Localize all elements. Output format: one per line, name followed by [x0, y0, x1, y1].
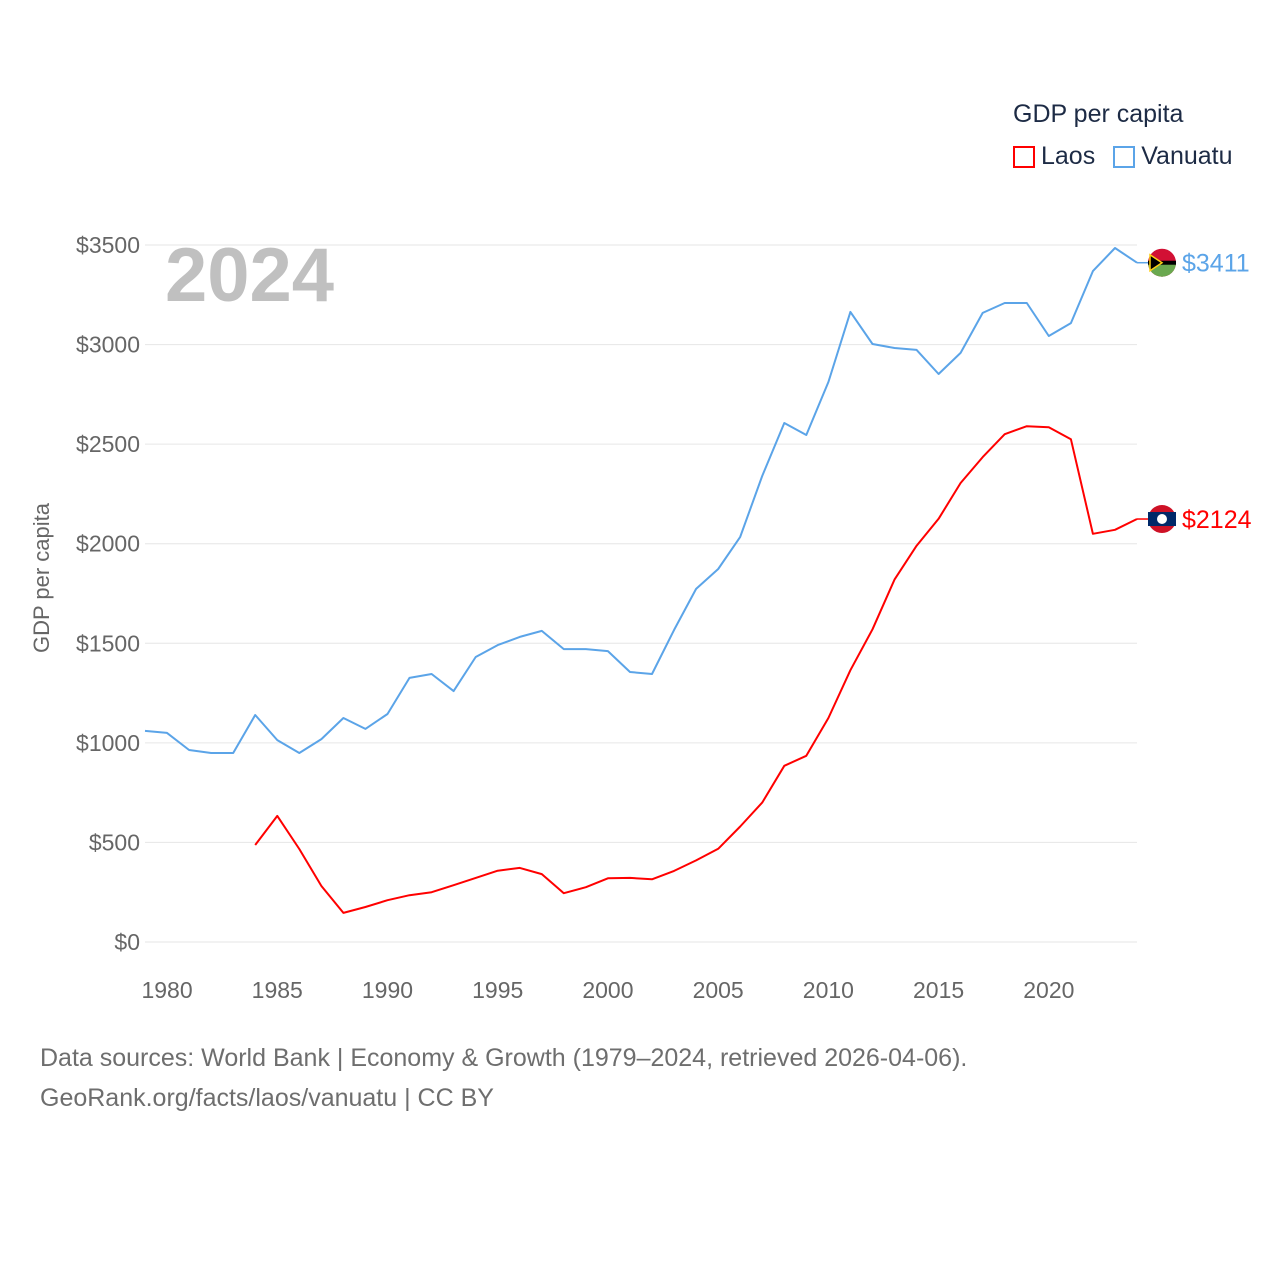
y-tick-label: $3000	[76, 332, 140, 358]
y-tick-label: $500	[89, 829, 140, 855]
x-tick-label: 2020	[1023, 977, 1074, 1003]
end-value-label-laos: $2124	[1182, 506, 1252, 534]
y-tick-label: $0	[114, 929, 140, 955]
legend-label-vanuatu: Vanuatu	[1141, 142, 1233, 170]
x-tick-label: 1990	[362, 977, 413, 1003]
laos-flag-disc	[1157, 514, 1167, 525]
x-tick-label: 2000	[582, 977, 633, 1003]
series-line-vanuatu	[144, 247, 1138, 754]
legend-title: GDP per capita	[1013, 100, 1184, 128]
footer-sources: Data sources: World Bank | Economy & Gro…	[40, 1044, 968, 1072]
y-tick-label: $2000	[76, 531, 140, 557]
legend-swatch-laos	[1013, 145, 1035, 168]
y-axis-label: GDP per capita	[29, 502, 54, 654]
y-tick-label: $1500	[76, 630, 140, 656]
legend-item-vanuatu[interactable]: Vanuatu	[1113, 142, 1233, 171]
y-tick-label: $3500	[76, 232, 140, 258]
series-line-laos	[254, 425, 1138, 914]
end-value-label-vanuatu: $3411	[1182, 250, 1250, 278]
footer-link[interactable]: GeoRank.org/facts/laos/vanuatu | CC BY	[40, 1084, 494, 1112]
legend: Laos Vanuatu	[1013, 142, 1233, 171]
vanuatu-flag-triangle	[1149, 253, 1164, 273]
year-label: 2024	[165, 233, 335, 318]
legend-swatch-vanuatu	[1113, 145, 1136, 168]
legend-label-laos: Laos	[1041, 142, 1096, 170]
x-tick-label: 1995	[472, 977, 523, 1003]
x-tick-label: 2005	[693, 977, 744, 1003]
x-tick-label: 1985	[252, 977, 303, 1003]
y-tick-label: $1000	[76, 730, 140, 756]
x-tick-label: 1980	[141, 977, 192, 1003]
legend-item-laos[interactable]: Laos	[1013, 142, 1095, 171]
x-tick-label: 2010	[803, 977, 854, 1003]
x-tick-label: 2015	[913, 977, 964, 1003]
y-tick-label: $2500	[76, 431, 140, 457]
